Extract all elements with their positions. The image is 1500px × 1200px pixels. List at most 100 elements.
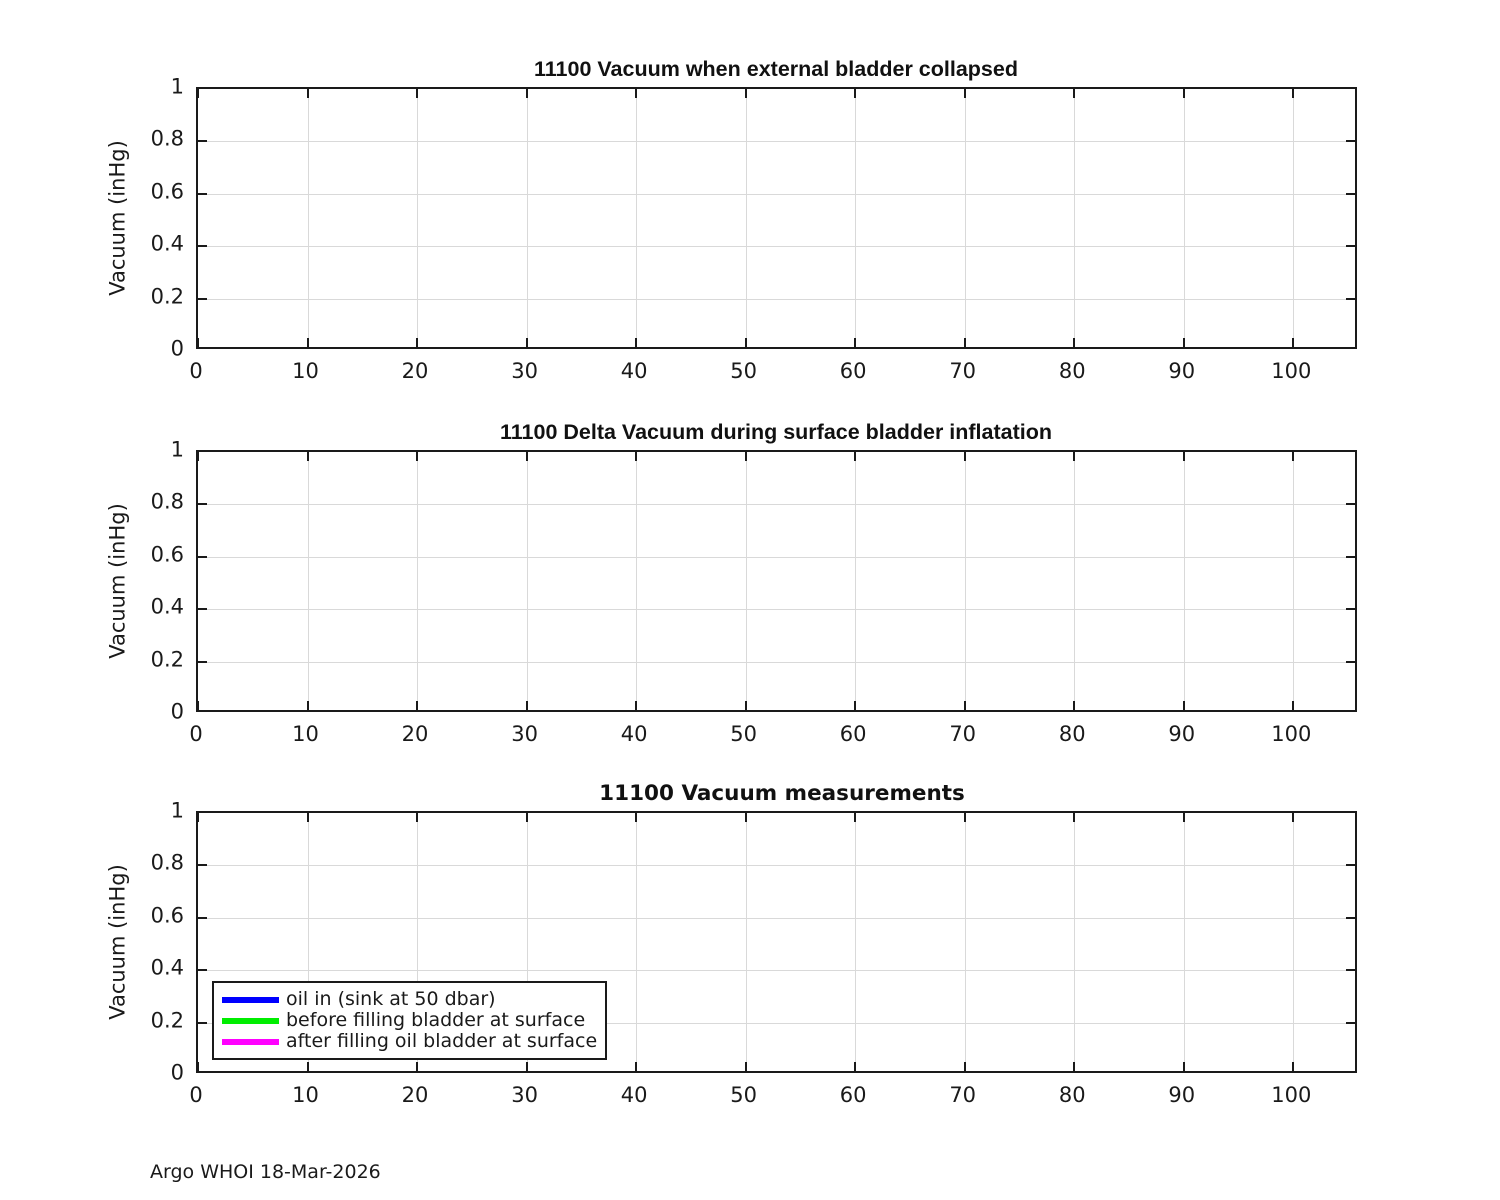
x-axis-tick: [525, 813, 528, 822]
legend-item[interactable]: before filling bladder at surface: [222, 1010, 597, 1031]
x-axis-tick-label: 30: [511, 722, 538, 746]
y-gridline: [198, 246, 1355, 248]
x-axis-tick-label: 0: [189, 1083, 203, 1107]
y-axis-tick-label: 0.4: [150, 231, 184, 256]
x-axis-tick: [306, 701, 309, 710]
x-axis-tick: [525, 1062, 528, 1071]
x-axis-tick-label: 100: [1271, 722, 1312, 746]
y-axis-tick: [1346, 1021, 1355, 1024]
legend-item[interactable]: after filling oil bladder at surface: [222, 1031, 597, 1052]
legend-item-label: oil in (sink at 50 dbar): [286, 988, 496, 1010]
y-axis-tick-label: 1: [170, 437, 184, 462]
x-axis-tick: [854, 701, 857, 710]
x-axis-tick: [744, 701, 747, 710]
y-axis-tick-label: 0: [170, 1060, 184, 1085]
x-axis-tick: [1073, 813, 1076, 822]
x-gridline: [745, 452, 747, 710]
x-axis-tick-label: 30: [511, 359, 538, 383]
y-axis-tick: [198, 864, 207, 867]
x-gridline: [1074, 813, 1076, 1071]
x-axis-tick: [197, 452, 199, 461]
x-axis-tick-label: 70: [949, 722, 977, 746]
footer-credit: Argo WHOI 18-Mar-2026: [150, 1161, 381, 1183]
y-axis-label: Vacuum (inHg): [105, 503, 130, 659]
x-axis-tick: [635, 338, 638, 347]
x-axis-tick: [306, 89, 309, 98]
legend-item-label: after filling oil bladder at surface: [286, 1030, 598, 1052]
x-axis-tick: [197, 701, 199, 710]
x-axis-tick: [197, 89, 199, 98]
x-gridline: [855, 89, 857, 347]
y-axis-tick: [198, 555, 207, 558]
y-axis-tick: [1346, 916, 1355, 919]
x-axis-tick: [635, 813, 638, 822]
y-axis-tick-label: 0.8: [150, 850, 184, 875]
x-axis-tick: [1182, 1062, 1185, 1071]
x-axis-tick: [1292, 1062, 1295, 1071]
x-axis-tick: [963, 813, 966, 822]
x-axis-tick: [1292, 813, 1295, 822]
x-gridline: [636, 813, 638, 1071]
x-gridline: [964, 813, 966, 1071]
y-gridline: [198, 298, 1355, 300]
y-gridline: [198, 609, 1355, 611]
x-axis-tick: [1292, 701, 1295, 710]
y-axis-tick-label: 0.2: [150, 647, 184, 672]
x-axis-tick: [416, 813, 419, 822]
x-gridline: [745, 89, 747, 347]
y-gridline: [198, 1022, 1355, 1024]
x-gridline: [1183, 813, 1185, 1071]
x-gridline: [1183, 89, 1185, 347]
subplot-delta-vacuum-surface-bladder-inflatation: 11100 Delta Vacuum during surface bladde…: [106, 421, 1357, 745]
x-axis-tick: [744, 338, 747, 347]
x-gridline: [526, 813, 528, 1071]
y-axis-tick: [198, 503, 207, 506]
x-axis-tick: [744, 89, 747, 98]
x-axis-tick: [306, 1062, 309, 1071]
y-gridline: [198, 556, 1355, 558]
y-axis-tick: [198, 192, 207, 195]
y-axis-tick-label: 0.4: [150, 594, 184, 619]
x-axis-tick: [854, 1062, 857, 1071]
x-axis-tick: [197, 1062, 199, 1071]
x-axis-tick-label: 80: [1058, 722, 1086, 746]
y-axis-tick-label: 0.6: [150, 179, 184, 204]
x-axis-tick-label: 50: [730, 359, 758, 383]
x-axis-tick-label: 10: [292, 359, 319, 383]
x-gridline: [417, 89, 419, 347]
x-axis-tick: [635, 452, 638, 461]
x-gridline: [636, 452, 638, 710]
y-axis-tick: [198, 969, 207, 972]
chart-legend: oil in (sink at 50 dbar) before filling …: [212, 981, 608, 1060]
x-axis-tick: [963, 701, 966, 710]
y-axis-tick: [1346, 192, 1355, 195]
subplot-vacuum-measurements: 11100 Vacuum measurements Vacuum (inHg) …: [106, 783, 1357, 1106]
subplot-title: 11100 Vacuum when external bladder colla…: [534, 57, 1018, 81]
y-axis-tick-label: 0.2: [150, 284, 184, 309]
y-axis-tick-label: 0.6: [150, 903, 184, 928]
x-axis-tick: [306, 338, 309, 347]
x-axis-tick: [1182, 813, 1185, 822]
x-axis-tick: [854, 813, 857, 822]
x-axis-tick: [1073, 89, 1076, 98]
y-gridline: [198, 970, 1355, 972]
x-axis-tick-label: 80: [1058, 359, 1086, 383]
x-axis-tick: [963, 89, 966, 98]
x-gridline: [1074, 452, 1076, 710]
x-axis-tick-label: 40: [620, 359, 648, 383]
y-axis-tick-label: 0: [170, 699, 184, 724]
legend-item[interactable]: oil in (sink at 50 dbar): [222, 989, 597, 1010]
y-axis-tick-label: 0.8: [150, 489, 184, 514]
y-gridline: [198, 865, 1355, 867]
y-axis-tick: [1346, 245, 1355, 248]
x-axis-tick-label: 100: [1271, 1083, 1312, 1107]
x-axis-tick-label: 20: [401, 1083, 429, 1107]
x-axis-tick-label: 50: [730, 722, 758, 746]
x-axis-tick: [635, 89, 638, 98]
legend-item-label: before filling bladder at surface: [286, 1009, 586, 1031]
y-axis-tick-label: 0: [170, 336, 184, 361]
y-axis-tick: [1346, 555, 1355, 558]
y-axis-tick: [1346, 660, 1355, 663]
x-axis-tick-label: 10: [292, 722, 319, 746]
x-axis-tick-label: 10: [292, 1083, 319, 1107]
